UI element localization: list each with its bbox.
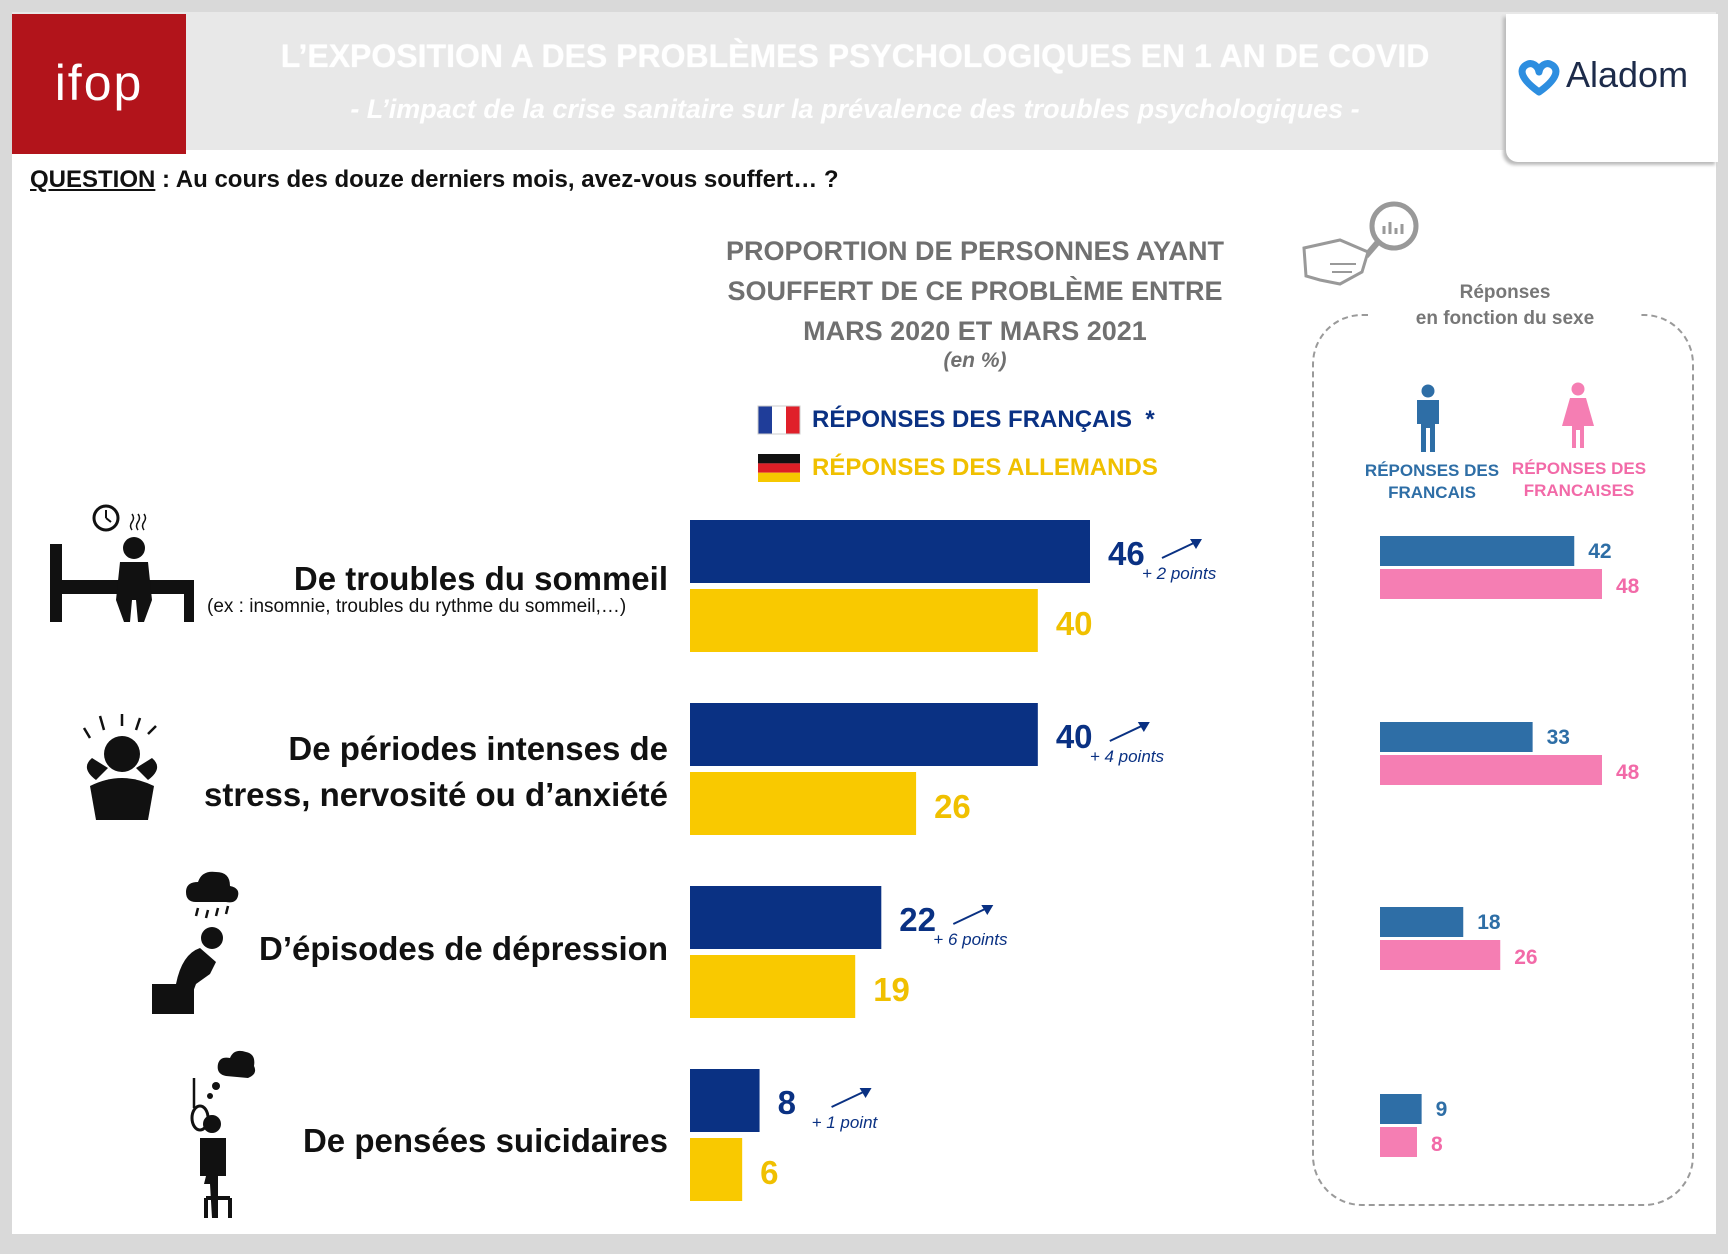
sex-legend-men: RÉPONSES DES FRANCAIS [1362,460,1502,504]
page-subtitle: - L’impact de la crise sanitaire sur la … [350,94,1360,124]
delta-stress: + 4 points [1090,747,1165,766]
sex-panel-title: Réponses en fonction du sexe [1380,280,1630,332]
value-men-stress: 33 [1547,726,1570,749]
category-label-suicidal: De pensées suicidaires [302,1122,668,1159]
bar-women-sleep [1380,569,1602,599]
value-germany-sleep: 40 [1056,605,1093,642]
question-label: QUESTION [30,166,156,193]
category-note-sleep: (ex : insomnie, troubles du rythme du so… [207,596,627,617]
noose-thought-icon [190,1050,256,1218]
bar-france-sleep [690,520,1090,583]
value-men-sleep: 42 [1588,540,1611,563]
trend-arrowhead-depression [981,905,994,915]
chart-unit: (en %) [943,349,1007,372]
trend-arrow-sleep [1161,540,1199,559]
header-band [12,12,1716,150]
trend-arrow-suicidal [831,1089,868,1108]
value-men-suicidal: 9 [1436,1098,1448,1121]
aladom-logo: Aladom [1506,14,1718,162]
aladom-pretzel-icon [1518,60,1560,96]
sex-legend-men-line-2: FRANCAIS [1388,483,1476,502]
french-flag-icon [757,405,801,435]
trend-arrowhead-stress [1137,722,1150,732]
aladom-logo-text: Aladom [1566,54,1689,95]
question: QUESTION : Au cours des douze derniers m… [30,166,839,194]
bar-france-suicidal [690,1069,760,1132]
value-germany-stress: 26 [934,788,971,825]
ifop-logo-text: ifop [54,55,144,111]
alarm-bed-icon [50,504,194,622]
man-icon [1417,384,1439,452]
question-separator: : [155,166,176,193]
delta-suicidal: + 1 point [812,1113,879,1132]
chart-title-line-2: SOUFFERT DE CE PROBLÈME ENTRE [727,276,1223,306]
delta-depression: + 6 points [933,930,1008,949]
bar-men-sleep [1380,536,1575,566]
sex-panel-title-line-1: Réponses [1459,282,1551,303]
value-germany-depression: 19 [873,971,910,1008]
category-label-sleep: De troubles du sommeil [293,560,668,597]
bar-france-depression [690,886,882,949]
value-women-stress: 48 [1616,761,1640,784]
value-women-suicidal: 8 [1431,1133,1443,1156]
bar-women-suicidal [1380,1127,1417,1157]
value-germany-suicidal: 6 [760,1154,778,1191]
category-label-depression: D’épisodes de dépression [259,930,668,967]
bar-men-depression [1380,907,1464,937]
bar-germany-sleep [690,589,1038,652]
rain-cloud-depressed-icon [152,871,239,1014]
trend-arrow-depression [952,906,990,925]
trend-arrowhead-suicidal [859,1088,872,1098]
stressed-head-icon [82,714,158,820]
sex-panel-title-mask [1368,305,1640,327]
value-france-depression: 22 [899,901,936,938]
bar-germany-depression [690,955,856,1018]
sex-panel-title-line-2: en fonction du sexe [1415,308,1595,329]
bar-men-stress [1380,722,1533,752]
sex-legend-women-line-1: RÉPONSES DES [1511,459,1647,478]
sex-legend-women: RÉPONSES DES FRANCAISES [1508,458,1650,502]
value-women-depression: 26 [1514,946,1537,969]
bar-germany-stress [690,772,917,835]
delta-sleep: + 2 points [1142,564,1217,583]
bar-men-suicidal [1380,1094,1422,1124]
ifop-logo: ifop [12,14,186,154]
question-text: Au cours des douze derniers mois, avez-v… [175,166,839,193]
bar-women-depression [1380,940,1501,970]
magnifier-hand-icon [1302,201,1419,286]
sex-legend-women-line-2: FRANCAISES [1523,481,1635,500]
woman-icon [1562,382,1594,448]
page-title: L’EXPOSITION A DES PROBLÈMES PSYCHOLOGIQ… [280,38,1430,74]
category-label-stress-line-2: stress, nervosité ou d’anxiété [203,776,668,813]
value-women-sleep: 48 [1616,575,1640,598]
value-men-depression: 18 [1477,911,1501,934]
value-france-stress: 40 [1056,718,1093,755]
chart-title-line-3: MARS 2020 ET MARS 2021 [803,316,1147,346]
trend-arrowhead-sleep [1190,539,1202,549]
value-france-sleep: 46 [1108,535,1145,572]
bar-women-stress [1380,755,1602,785]
sex-bar-chart: 42 33 18 9 48 48 26 8 [1380,536,1640,1157]
sex-legend-men-line-1: RÉPONSES DES [1364,461,1500,480]
chart-title-line-1: PROPORTION DE PERSONNES AYANT [725,236,1225,266]
category-label-stress-line-1: De périodes intenses de [288,730,668,767]
legend-germany: RÉPONSES DES ALLEMANDS [812,454,1158,481]
bar-germany-suicidal [690,1138,743,1201]
bar-france-stress [690,703,1038,766]
german-flag-icon [758,454,800,482]
legend-france: RÉPONSES DES FRANÇAIS * [812,406,1155,433]
value-france-suicidal: 8 [778,1084,796,1121]
trend-arrow-stress [1109,723,1147,742]
